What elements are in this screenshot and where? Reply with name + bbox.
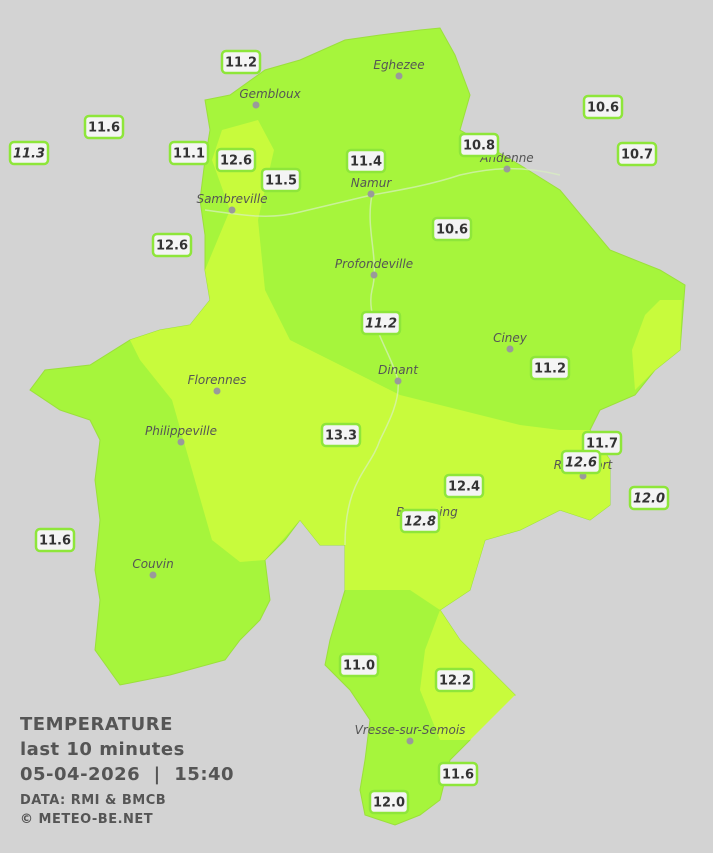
station-box (399, 508, 441, 534)
station-value: 11.6 (88, 121, 120, 136)
station-value: 11.6 (442, 768, 474, 783)
city-name: Florennes (188, 373, 247, 387)
city-dot (228, 206, 236, 214)
station-value: 12.6 (220, 154, 252, 169)
station-box (83, 114, 125, 140)
station-box (458, 132, 500, 158)
city-dot (406, 737, 414, 745)
city-dot (252, 101, 260, 109)
station-value: 12.4 (448, 480, 480, 495)
station-box (529, 355, 571, 381)
station-box (220, 49, 262, 75)
legend-source: DATA: RMI & BMCB (20, 793, 166, 808)
station-box (215, 147, 257, 173)
warm-zone (632, 300, 682, 390)
station-value: 10.8 (463, 139, 495, 154)
station-box (260, 167, 302, 193)
city-name: Profondeville (335, 257, 413, 271)
station-value: 11.7 (586, 437, 618, 452)
legend-datetime: 05-04-2026 | 15:40 (20, 764, 234, 785)
station-value: 13.3 (325, 429, 357, 444)
station-box (345, 148, 387, 174)
station-box (431, 216, 473, 242)
station-box (616, 141, 658, 167)
station-box (560, 449, 602, 475)
city-name: Namur (351, 176, 393, 190)
city-name: Eghezee (373, 58, 424, 72)
station-value: 11.3 (13, 147, 45, 162)
station-value: 11.6 (39, 534, 71, 549)
legend-title: TEMPERATURE (20, 714, 173, 735)
station-value: 11.0 (343, 659, 375, 674)
city-name: Vresse-sur-Semois (355, 723, 466, 737)
city-dot (395, 72, 403, 80)
station-value: 11.2 (365, 317, 397, 332)
station-value: 11.5 (265, 174, 297, 189)
station-box (8, 140, 50, 166)
city-dot (506, 345, 514, 353)
station-value: 11.2 (225, 56, 257, 71)
city-dot (394, 377, 402, 385)
city-name: Gembloux (239, 87, 301, 101)
station-box (338, 652, 380, 678)
station-box (443, 473, 485, 499)
city-name: Couvin (132, 557, 173, 571)
station-value: 11.4 (350, 155, 382, 170)
city-name: Philippeville (145, 424, 217, 438)
station-box (581, 430, 623, 456)
station-value: 12.2 (439, 674, 471, 689)
station-value: 10.6 (436, 223, 468, 238)
station-value: 11.1 (173, 147, 205, 162)
station-box (437, 761, 479, 787)
station-value: 10.6 (587, 101, 619, 116)
station-value: 12.8 (404, 515, 436, 530)
station-value: 12.0 (373, 796, 405, 811)
city-dot (177, 438, 185, 446)
legend-subtitle: last 10 minutes (20, 739, 185, 760)
station-value: 12.0 (633, 492, 665, 507)
station-box (320, 422, 362, 448)
station-box (151, 232, 193, 258)
city-dot (503, 165, 511, 173)
station-box (360, 310, 402, 336)
city-name: Sambreville (196, 192, 267, 206)
station-box (434, 667, 476, 693)
station-box (582, 94, 624, 120)
station-box (368, 789, 410, 815)
station-value: 11.2 (534, 362, 566, 377)
city-dot (213, 387, 221, 395)
station-value: 10.7 (621, 148, 653, 163)
city-name: Ciney (493, 331, 528, 345)
station-box (168, 140, 210, 166)
city-dot (370, 271, 378, 279)
city-dot (149, 571, 157, 579)
station-box (628, 485, 670, 511)
city-dot (367, 190, 375, 198)
legend-copyright: © METEO-BE.NET (20, 812, 153, 827)
station-value: 12.6 (156, 239, 188, 254)
warm-zone (130, 120, 610, 740)
city-name: Dinant (378, 363, 419, 377)
station-value: 12.6 (565, 456, 597, 471)
station-box (34, 527, 76, 553)
